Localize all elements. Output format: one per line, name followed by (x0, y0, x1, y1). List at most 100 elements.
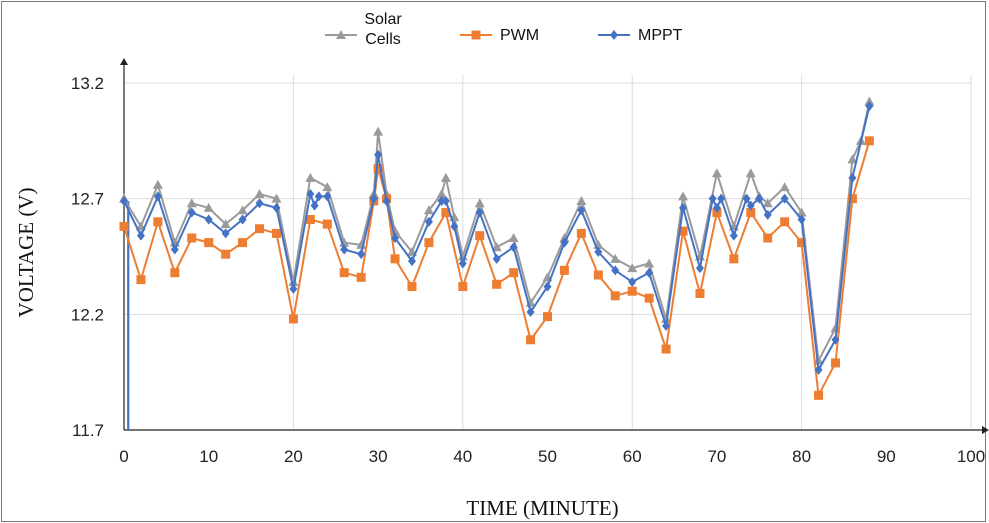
data-point-square (644, 293, 654, 303)
x-tick-label: 30 (369, 447, 388, 466)
data-point-triangle (288, 276, 299, 286)
data-point-diamond (272, 202, 281, 213)
data-point-square (559, 265, 569, 275)
data-point-square (864, 136, 874, 146)
y-tick-label: 12.2 (71, 305, 104, 324)
data-point-diamond (340, 244, 349, 255)
data-point-diamond (306, 189, 315, 200)
data-point-square (661, 344, 671, 354)
series-mppt (120, 101, 874, 375)
data-point-diamond (391, 232, 400, 243)
series-line-solar-cells (123, 101, 871, 364)
y-tick-label: 12.7 (71, 190, 104, 209)
data-point-diamond (424, 216, 433, 227)
data-point-diamond (729, 230, 738, 241)
data-point-triangle (423, 205, 434, 215)
data-point-diamond (610, 30, 618, 40)
data-point-diamond (679, 202, 688, 213)
data-point-square (509, 268, 519, 278)
legend-label: MPPT (638, 27, 683, 44)
legend-item: Solar Cells (325, 11, 402, 48)
data-point-diamond (742, 193, 751, 204)
data-point-triangle (186, 198, 197, 208)
data-point-diamond (717, 193, 726, 204)
data-point-triangle (390, 226, 401, 236)
data-point-square (471, 30, 481, 40)
data-point-diamond (780, 193, 789, 204)
data-point-square (492, 279, 502, 289)
data-point-diamond (204, 214, 213, 225)
data-point-triangle (254, 189, 265, 199)
data-point-diamond (120, 195, 128, 206)
data-point-triangle (762, 198, 773, 208)
data-point-diamond (450, 221, 459, 232)
data-point-triangle (203, 202, 214, 212)
data-point-diamond (755, 193, 764, 204)
x-tick-label: 40 (453, 447, 472, 466)
data-point-diamond (577, 205, 586, 216)
data-point-square (271, 228, 281, 238)
data-point-triangle (271, 193, 282, 203)
legend-label: Solar Cells (364, 11, 402, 48)
data-point-square (424, 238, 434, 248)
data-point-square (729, 254, 739, 264)
data-point-diamond (708, 193, 717, 204)
data-point-square (153, 217, 163, 227)
x-tick-label: 80 (792, 447, 811, 466)
data-point-triangle (436, 189, 447, 199)
data-point-square (475, 231, 485, 241)
x-tick-label: 60 (623, 447, 642, 466)
data-point-square (695, 289, 705, 299)
data-point-triangle (796, 207, 807, 217)
data-point-square (627, 286, 637, 296)
tick-labels: 0 10 20 30 40 50 60 70 80 90 100 11.7 12.2 12.7 13.2 (71, 74, 985, 466)
data-point-diamond (475, 207, 484, 218)
data-point-square (356, 272, 366, 282)
data-point-diamond (441, 195, 450, 206)
data-point-square (576, 228, 586, 238)
data-point-triangle (305, 172, 316, 182)
legend-label-line: Solar (364, 11, 402, 28)
data-point-diamond (369, 193, 378, 204)
data-point-square (763, 233, 773, 243)
data-point-triangle (678, 191, 689, 201)
series-line-pwm (123, 140, 871, 399)
legend-item: MPPT (598, 27, 683, 44)
data-point-diamond (357, 249, 366, 260)
data-point-diamond (594, 246, 603, 257)
x-axis-title: TIME (MINUTE) (466, 496, 618, 520)
data-point-square (814, 390, 824, 400)
data-point-triangle (508, 232, 519, 242)
data-point-diamond (153, 191, 162, 202)
data-point-triangle (220, 219, 231, 229)
data-point-square (339, 268, 349, 278)
x-tick-label: 50 (538, 447, 557, 466)
data-point-diamond (382, 195, 391, 206)
data-point-triangle (491, 242, 502, 252)
data-point-square (780, 217, 790, 227)
data-point-square (830, 358, 840, 368)
data-point-diamond (611, 265, 620, 276)
data-point-triangle (711, 168, 722, 178)
x-tick-label: 20 (284, 447, 303, 466)
data-point-square (322, 219, 332, 229)
x-tick-label: 0 (119, 447, 128, 466)
data-point-diamond (526, 307, 535, 318)
data-point-diamond (797, 214, 806, 225)
series-line-mppt (123, 105, 871, 374)
x-axis-arrow (982, 426, 989, 434)
y-tick-label: 11.7 (72, 421, 104, 440)
data-point-diamond (628, 276, 637, 287)
data-point-square (204, 238, 214, 248)
x-tick-label: 100 (957, 447, 985, 466)
data-point-diamond (509, 242, 518, 253)
data-point-square (543, 312, 552, 322)
data-point-triangle (336, 30, 346, 39)
data-point-square (373, 164, 383, 174)
y-axis-title: VOLTAGE (V) (14, 188, 38, 318)
data-point-diamond (695, 263, 704, 274)
x-tick-label: 90 (877, 447, 896, 466)
data-point-triangle (322, 182, 333, 192)
